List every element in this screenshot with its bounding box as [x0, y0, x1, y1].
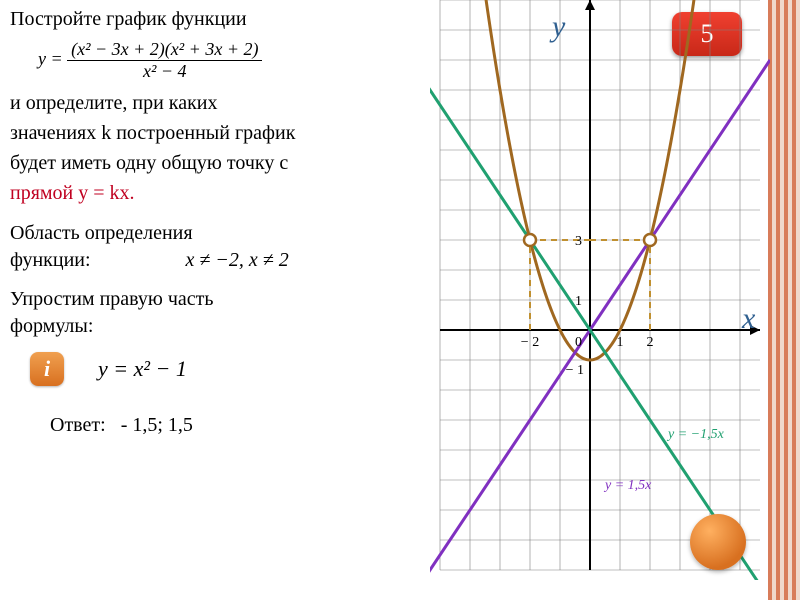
svg-text:y = −1,5x: y = −1,5x	[666, 427, 725, 442]
answer-value: - 1,5; 1,5	[121, 414, 193, 436]
svg-text:3: 3	[575, 234, 582, 249]
svg-text:0: 0	[575, 335, 582, 350]
simplify-heading-2: формулы:	[10, 315, 430, 338]
main-formula: y = (x² − 3x + 2)(x² + 3x + 2) x² − 4	[38, 39, 430, 82]
domain-heading-2: функции: x ≠ −2, x ≠ 2	[10, 249, 430, 272]
task-line-3: будет иметь одну общую точку с	[10, 150, 430, 176]
svg-text:− 2: − 2	[521, 335, 539, 350]
domain-condition: x ≠ −2, x ≠ 2	[186, 249, 289, 271]
simplified-formula: y = x² − 1	[98, 356, 187, 381]
x-axis-label: x	[742, 302, 755, 336]
info-icon[interactable]: i	[30, 352, 64, 386]
y-axis-label: y	[552, 10, 565, 44]
text-content: Постройте график функции y = (x² − 3x + …	[10, 0, 430, 441]
task-line-1: и определите, при каких	[10, 90, 430, 116]
task-line-2: значениях k построенный график	[10, 120, 430, 146]
svg-text:1: 1	[575, 294, 582, 309]
svg-text:y = 1,5x: y = 1,5x	[603, 478, 652, 493]
formula-numerator: (x² − 3x + 2)(x² + 3x + 2)	[67, 39, 262, 61]
title: Постройте график функции	[10, 8, 430, 31]
formula-denominator: x² − 4	[67, 61, 262, 82]
formula-lhs: y =	[38, 49, 63, 69]
svg-text:2: 2	[647, 335, 654, 350]
domain-heading-1: Область определения	[10, 222, 430, 245]
task-line-red: прямой y = kx.	[10, 180, 430, 206]
nav-circle-button[interactable]	[690, 514, 746, 570]
svg-text:− 1: − 1	[566, 363, 584, 378]
svg-text:1: 1	[617, 335, 624, 350]
coordinate-graph: 0 1 2 − 2 1 3 − 1 y = 1,5x y = −1,5x	[430, 0, 770, 580]
decorative-stripe	[768, 0, 800, 600]
simplify-heading-1: Упростим правую часть	[10, 288, 430, 311]
answer: Ответ: - 1,5; 1,5	[50, 414, 430, 437]
